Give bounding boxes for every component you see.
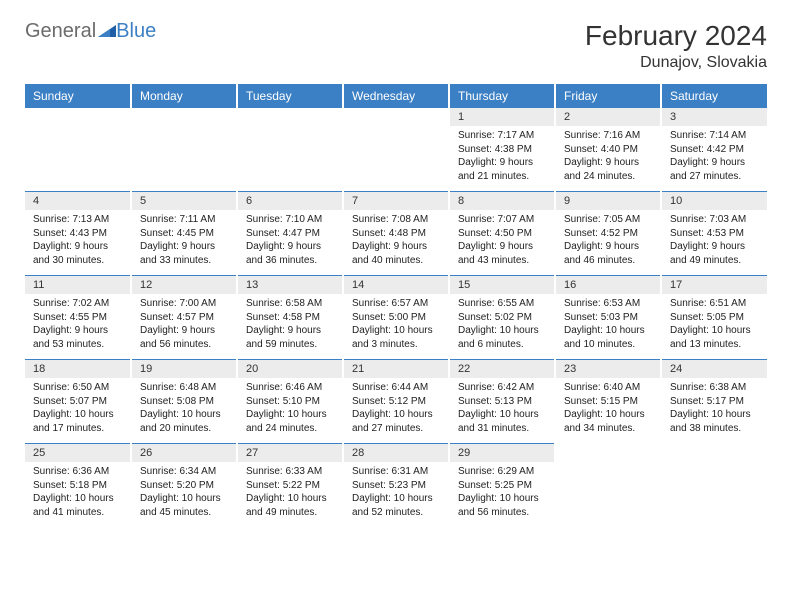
day-details-cell: Sunrise: 7:03 AMSunset: 4:53 PMDaylight:… xyxy=(661,210,767,276)
day-details-cell xyxy=(131,126,237,192)
day-number-cell: 28 xyxy=(343,444,449,463)
month-title: February 2024 xyxy=(585,20,767,52)
day-details-cell xyxy=(25,126,131,192)
day-number-cell: 23 xyxy=(555,360,661,379)
day-details-cell: Sunrise: 6:50 AMSunset: 5:07 PMDaylight:… xyxy=(25,378,131,444)
day-number-cell: 25 xyxy=(25,444,131,463)
day-details-cell: Sunrise: 6:36 AMSunset: 5:18 PMDaylight:… xyxy=(25,462,131,527)
day-details-cell: Sunrise: 7:07 AMSunset: 4:50 PMDaylight:… xyxy=(449,210,555,276)
details-row: Sunrise: 7:13 AMSunset: 4:43 PMDaylight:… xyxy=(25,210,767,276)
day-details-cell: Sunrise: 6:51 AMSunset: 5:05 PMDaylight:… xyxy=(661,294,767,360)
day-details-cell: Sunrise: 6:57 AMSunset: 5:00 PMDaylight:… xyxy=(343,294,449,360)
day-number-cell: 29 xyxy=(449,444,555,463)
weekday-header: Sunday xyxy=(25,84,131,108)
day-number-cell: 24 xyxy=(661,360,767,379)
day-number-cell: 10 xyxy=(661,192,767,211)
day-details-cell xyxy=(237,126,343,192)
day-number-cell: 3 xyxy=(661,108,767,126)
weekday-header: Wednesday xyxy=(343,84,449,108)
day-details-cell: Sunrise: 6:33 AMSunset: 5:22 PMDaylight:… xyxy=(237,462,343,527)
calendar-table: SundayMondayTuesdayWednesdayThursdayFrid… xyxy=(25,84,767,527)
day-number-cell: 22 xyxy=(449,360,555,379)
day-details-cell: Sunrise: 6:58 AMSunset: 4:58 PMDaylight:… xyxy=(237,294,343,360)
day-details-cell: Sunrise: 6:44 AMSunset: 5:12 PMDaylight:… xyxy=(343,378,449,444)
daynum-row: 45678910 xyxy=(25,192,767,211)
logo-text-general: General xyxy=(25,20,96,43)
weekday-header: Friday xyxy=(555,84,661,108)
day-details-cell: Sunrise: 7:13 AMSunset: 4:43 PMDaylight:… xyxy=(25,210,131,276)
daynum-row: 2526272829 xyxy=(25,444,767,463)
day-number-cell: 13 xyxy=(237,276,343,295)
day-number-cell: 16 xyxy=(555,276,661,295)
day-number-cell: 20 xyxy=(237,360,343,379)
details-row: Sunrise: 6:50 AMSunset: 5:07 PMDaylight:… xyxy=(25,378,767,444)
day-number-cell xyxy=(237,108,343,126)
day-details-cell: Sunrise: 7:17 AMSunset: 4:38 PMDaylight:… xyxy=(449,126,555,192)
day-number-cell: 17 xyxy=(661,276,767,295)
day-number-cell: 21 xyxy=(343,360,449,379)
day-number-cell: 19 xyxy=(131,360,237,379)
day-details-cell: Sunrise: 6:53 AMSunset: 5:03 PMDaylight:… xyxy=(555,294,661,360)
day-details-cell: Sunrise: 6:38 AMSunset: 5:17 PMDaylight:… xyxy=(661,378,767,444)
weekday-header: Monday xyxy=(131,84,237,108)
day-details-cell: Sunrise: 6:34 AMSunset: 5:20 PMDaylight:… xyxy=(131,462,237,527)
day-number-cell xyxy=(343,108,449,126)
calendar-body: 123 Sunrise: 7:17 AMSunset: 4:38 PMDayli… xyxy=(25,108,767,527)
day-number-cell xyxy=(661,444,767,463)
daynum-row: 11121314151617 xyxy=(25,276,767,295)
day-details-cell xyxy=(661,462,767,527)
day-number-cell: 9 xyxy=(555,192,661,211)
day-details-cell: Sunrise: 7:14 AMSunset: 4:42 PMDaylight:… xyxy=(661,126,767,192)
day-number-cell: 1 xyxy=(449,108,555,126)
day-details-cell: Sunrise: 6:31 AMSunset: 5:23 PMDaylight:… xyxy=(343,462,449,527)
daynum-row: 18192021222324 xyxy=(25,360,767,379)
day-number-cell: 5 xyxy=(131,192,237,211)
weekday-header-row: SundayMondayTuesdayWednesdayThursdayFrid… xyxy=(25,84,767,108)
weekday-header: Tuesday xyxy=(237,84,343,108)
day-number-cell: 27 xyxy=(237,444,343,463)
weekday-header: Saturday xyxy=(661,84,767,108)
day-number-cell: 2 xyxy=(555,108,661,126)
day-details-cell xyxy=(343,126,449,192)
day-number-cell: 4 xyxy=(25,192,131,211)
day-number-cell: 14 xyxy=(343,276,449,295)
day-details-cell: Sunrise: 7:08 AMSunset: 4:48 PMDaylight:… xyxy=(343,210,449,276)
day-details-cell: Sunrise: 7:05 AMSunset: 4:52 PMDaylight:… xyxy=(555,210,661,276)
day-number-cell xyxy=(555,444,661,463)
day-details-cell: Sunrise: 7:02 AMSunset: 4:55 PMDaylight:… xyxy=(25,294,131,360)
day-details-cell: Sunrise: 6:29 AMSunset: 5:25 PMDaylight:… xyxy=(449,462,555,527)
day-details-cell: Sunrise: 6:55 AMSunset: 5:02 PMDaylight:… xyxy=(449,294,555,360)
day-number-cell: 11 xyxy=(25,276,131,295)
day-number-cell: 15 xyxy=(449,276,555,295)
day-number-cell: 6 xyxy=(237,192,343,211)
day-details-cell: Sunrise: 6:46 AMSunset: 5:10 PMDaylight:… xyxy=(237,378,343,444)
day-details-cell: Sunrise: 6:42 AMSunset: 5:13 PMDaylight:… xyxy=(449,378,555,444)
day-number-cell: 8 xyxy=(449,192,555,211)
day-details-cell: Sunrise: 6:48 AMSunset: 5:08 PMDaylight:… xyxy=(131,378,237,444)
calendar-page: General Blue February 2024 Dunajov, Slov… xyxy=(0,0,792,547)
day-number-cell xyxy=(131,108,237,126)
day-number-cell: 7 xyxy=(343,192,449,211)
day-number-cell: 26 xyxy=(131,444,237,463)
details-row: Sunrise: 7:02 AMSunset: 4:55 PMDaylight:… xyxy=(25,294,767,360)
day-number-cell: 12 xyxy=(131,276,237,295)
day-details-cell xyxy=(555,462,661,527)
day-details-cell: Sunrise: 7:00 AMSunset: 4:57 PMDaylight:… xyxy=(131,294,237,360)
day-number-cell: 18 xyxy=(25,360,131,379)
page-header: General Blue February 2024 Dunajov, Slov… xyxy=(25,20,767,72)
logo-text-blue: Blue xyxy=(116,20,156,43)
details-row: Sunrise: 6:36 AMSunset: 5:18 PMDaylight:… xyxy=(25,462,767,527)
title-block: February 2024 Dunajov, Slovakia xyxy=(585,20,767,72)
logo-triangle-icon xyxy=(98,20,116,43)
daynum-row: 123 xyxy=(25,108,767,126)
location: Dunajov, Slovakia xyxy=(585,54,767,72)
day-details-cell: Sunrise: 7:16 AMSunset: 4:40 PMDaylight:… xyxy=(555,126,661,192)
weekday-header: Thursday xyxy=(449,84,555,108)
day-details-cell: Sunrise: 6:40 AMSunset: 5:15 PMDaylight:… xyxy=(555,378,661,444)
details-row: Sunrise: 7:17 AMSunset: 4:38 PMDaylight:… xyxy=(25,126,767,192)
day-number-cell xyxy=(25,108,131,126)
day-details-cell: Sunrise: 7:11 AMSunset: 4:45 PMDaylight:… xyxy=(131,210,237,276)
day-details-cell: Sunrise: 7:10 AMSunset: 4:47 PMDaylight:… xyxy=(237,210,343,276)
logo: General Blue xyxy=(25,20,156,43)
